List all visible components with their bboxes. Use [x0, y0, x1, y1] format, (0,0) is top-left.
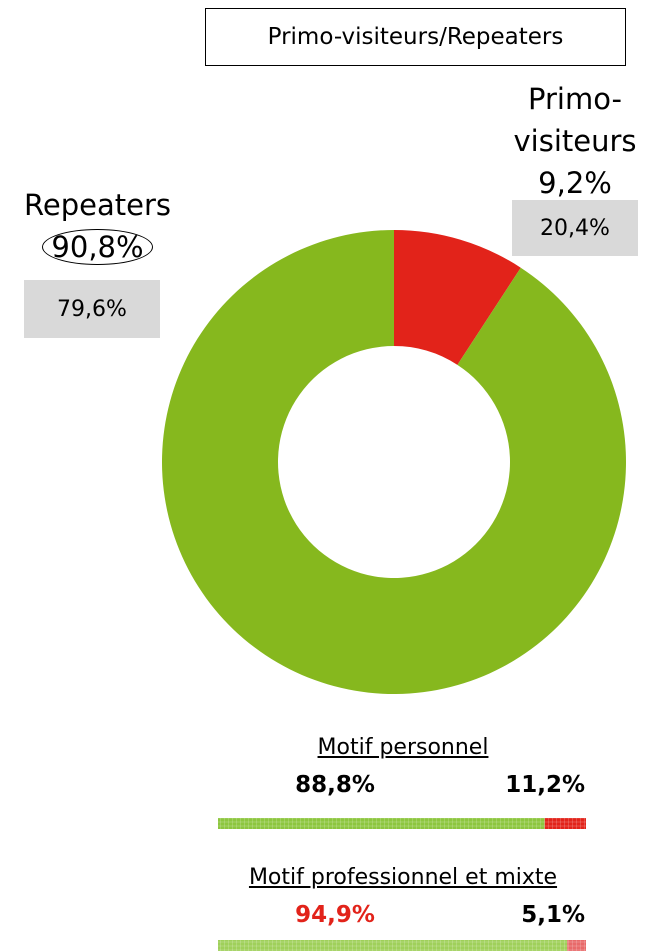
bar-hatch [567, 940, 586, 951]
category-label: Repeaters [24, 188, 171, 222]
donut-title: Primo-visiteurs/Repeaters [205, 8, 626, 66]
value-label: 94,9% [295, 902, 375, 928]
category-label: Primo-visiteurs [513, 82, 637, 158]
bar-hatch [218, 818, 545, 829]
value-label-text: 90,8% [42, 229, 153, 265]
bar-title: Motif personnel [317, 735, 489, 760]
value-label: 9,2% [538, 166, 612, 200]
comparison-box: 20,4% [512, 200, 638, 256]
comparison-box: 79,6% [24, 280, 160, 338]
value-label: 5,1% [521, 902, 585, 928]
value-label: 88,8% [295, 772, 375, 798]
bar-title: Motif professionnel et mixte [248, 865, 558, 890]
bar-hatch [544, 818, 586, 829]
value-label: 90,8% [10, 229, 185, 265]
donut-segment [162, 230, 626, 694]
bar-hatch [218, 940, 568, 951]
donut-segment [394, 230, 521, 365]
value-label: 11,2% [505, 772, 585, 798]
